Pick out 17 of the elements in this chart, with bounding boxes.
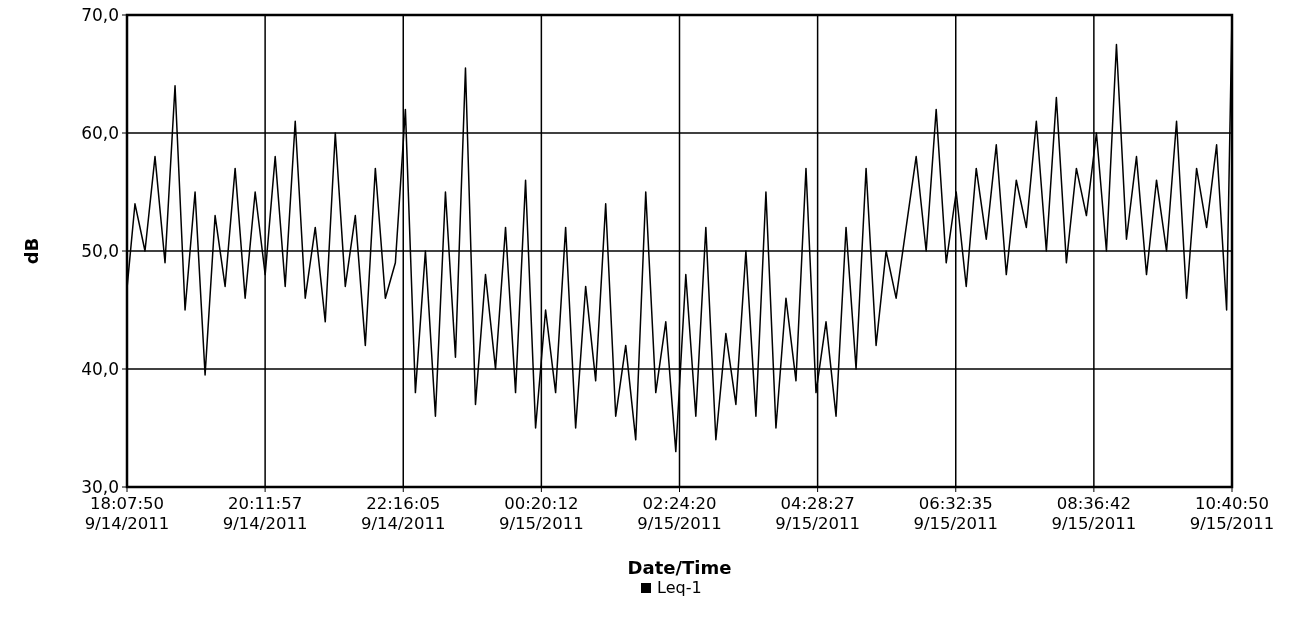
y-axis-title: dB	[21, 237, 42, 265]
x-tick-label: 04:28:27 9/15/2011	[775, 494, 860, 533]
x-tick-label: 00:20:12 9/15/2011	[499, 494, 584, 533]
x-axis-title: Date/Time	[627, 557, 732, 578]
x-tick-label: 08:36:42 9/15/2011	[1051, 494, 1137, 533]
x-tick-label: 22:16:05 9/14/2011	[360, 494, 446, 533]
y-tick-label: 50,0	[81, 240, 119, 261]
x-tick-label: 02:24:20 9/15/2011	[637, 494, 722, 533]
y-tick-label: 60,0	[81, 122, 119, 143]
x-tick-label: 18:07:50 9/14/2011	[84, 494, 170, 533]
legend-label: Leq-1	[657, 578, 702, 597]
x-tick-label: 10:40:50 9/15/2011	[1189, 494, 1275, 533]
y-tick-label: 70,0	[81, 4, 119, 25]
x-tick-label: 06:32:35 9/15/2011	[913, 494, 999, 533]
y-tick-label: 30,0	[81, 476, 119, 497]
x-tick-label: 20:11:57 9/14/2011	[222, 494, 308, 533]
y-tick-label: 40,0	[81, 358, 119, 379]
